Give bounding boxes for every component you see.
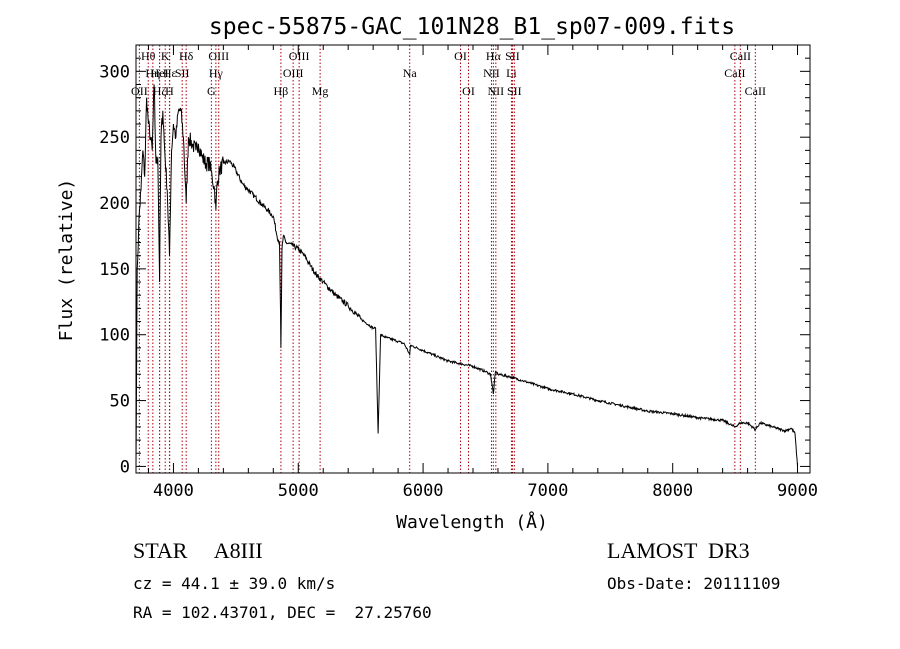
line-label-21: Hα [486, 49, 502, 63]
line-label-5: K [161, 49, 170, 63]
line-label-12: OIII [208, 49, 229, 63]
line-label-26: CaII [724, 66, 745, 80]
chart-title: spec-55875-GAC_101N28_B1_sp07-009.fits [209, 14, 735, 40]
redshift-readout: cz = 44.1 ± 39.0 km/s [133, 574, 336, 593]
line-label-15: OIII [289, 49, 310, 63]
y-tick-label-1: 50 [110, 392, 130, 412]
spectrum-line [135, 84, 798, 467]
x-tick-label-3: 7000 [527, 481, 568, 501]
line-label-25: SII [507, 84, 522, 98]
axes: 4000 5000 6000 7000 8000 9000 0 50 100 150 200 250 3… [99, 45, 818, 501]
line-label-16: Mg [312, 84, 329, 98]
line-label-7: Hε [163, 66, 177, 80]
line-label-1: Hθ [141, 49, 156, 63]
spectrum-series [135, 84, 798, 467]
spectral-line-markers: OIIHθHηHeIHζKHHεSIIHδGHγOIIIHβOIIIOIIIMg… [131, 45, 766, 473]
line-label-2: Hη [145, 66, 160, 80]
line-label-22: NII [488, 84, 505, 98]
line-label-0: OII [131, 84, 148, 98]
line-label-9: Hδ [179, 49, 194, 63]
line-label-10: G [207, 84, 216, 98]
line-label-4: Hζ [153, 84, 167, 98]
x-tick-label-4: 8000 [652, 481, 693, 501]
object-class-label: STAR [133, 538, 188, 563]
x-axis-label: Wavelength (Å) [396, 511, 548, 533]
object-subclass: A8III [213, 538, 263, 563]
y-tick-label-0: 0 [120, 457, 130, 477]
x-tick-label-1: 5000 [278, 481, 319, 501]
line-label-24: SII [505, 49, 520, 63]
y-tick-label-2: 100 [99, 326, 130, 346]
line-label-14: OIII [283, 66, 304, 80]
y-tick-label-4: 200 [99, 194, 130, 214]
line-label-28: CaII [745, 84, 766, 98]
line-label-13: Hβ [274, 84, 289, 98]
ra-dec-readout: RA = 102.43701, DEC = 27.25760 [133, 603, 432, 622]
line-label-11: Hγ [209, 66, 224, 80]
line-label-18: OI [454, 49, 467, 63]
line-label-27: CaII [730, 49, 751, 63]
x-tick-label-2: 6000 [403, 481, 444, 501]
y-tick-label-6: 300 [99, 62, 130, 82]
y-axis-label: Flux (relative) [56, 179, 77, 342]
plot-frame [135, 44, 811, 474]
object-class: STAR A8III [133, 538, 263, 564]
survey-label: LAMOST DR3 [607, 538, 750, 563]
obs-date: Obs-Date: 20111109 [607, 574, 781, 593]
x-tick-label-5: 9000 [777, 481, 818, 501]
line-label-8: SII [175, 66, 190, 80]
line-label-23: Li [506, 66, 517, 80]
y-tick-label-3: 150 [99, 260, 130, 280]
y-tick-label-5: 250 [99, 128, 130, 148]
line-label-17: Na [403, 66, 418, 80]
line-label-19: OI [462, 84, 475, 98]
x-tick-label-0: 4000 [153, 481, 194, 501]
line-label-20: NII [483, 66, 500, 80]
